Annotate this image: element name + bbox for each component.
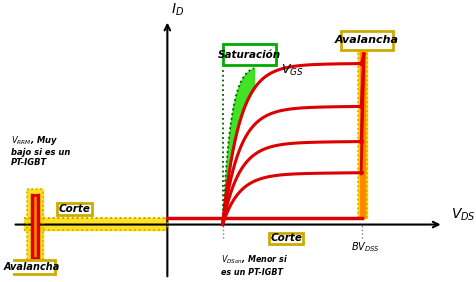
- FancyBboxPatch shape: [57, 203, 91, 215]
- Text: $BV_{DSS}$: $BV_{DSS}$: [351, 240, 380, 254]
- FancyBboxPatch shape: [268, 233, 303, 244]
- Text: $V_{DSon}$, Menor si
es un PT-IGBT: $V_{DSon}$, Menor si es un PT-IGBT: [220, 254, 288, 277]
- Text: Corte: Corte: [59, 204, 90, 214]
- FancyBboxPatch shape: [10, 260, 55, 274]
- Text: Corte: Corte: [269, 233, 301, 243]
- Text: $V_{DS}$: $V_{DS}$: [450, 206, 475, 222]
- Text: Avalancha: Avalancha: [4, 262, 60, 272]
- Text: $V_{RRM}$, Muy
bajo si es un
PT-IGBT: $V_{RRM}$, Muy bajo si es un PT-IGBT: [11, 134, 70, 167]
- Text: $I_D$: $I_D$: [171, 1, 184, 18]
- FancyBboxPatch shape: [340, 31, 393, 50]
- Text: Saturación: Saturación: [217, 50, 280, 60]
- Text: $V_{GS}$: $V_{GS}$: [281, 63, 304, 78]
- Text: Avalancha: Avalancha: [335, 35, 398, 45]
- FancyBboxPatch shape: [222, 44, 275, 65]
